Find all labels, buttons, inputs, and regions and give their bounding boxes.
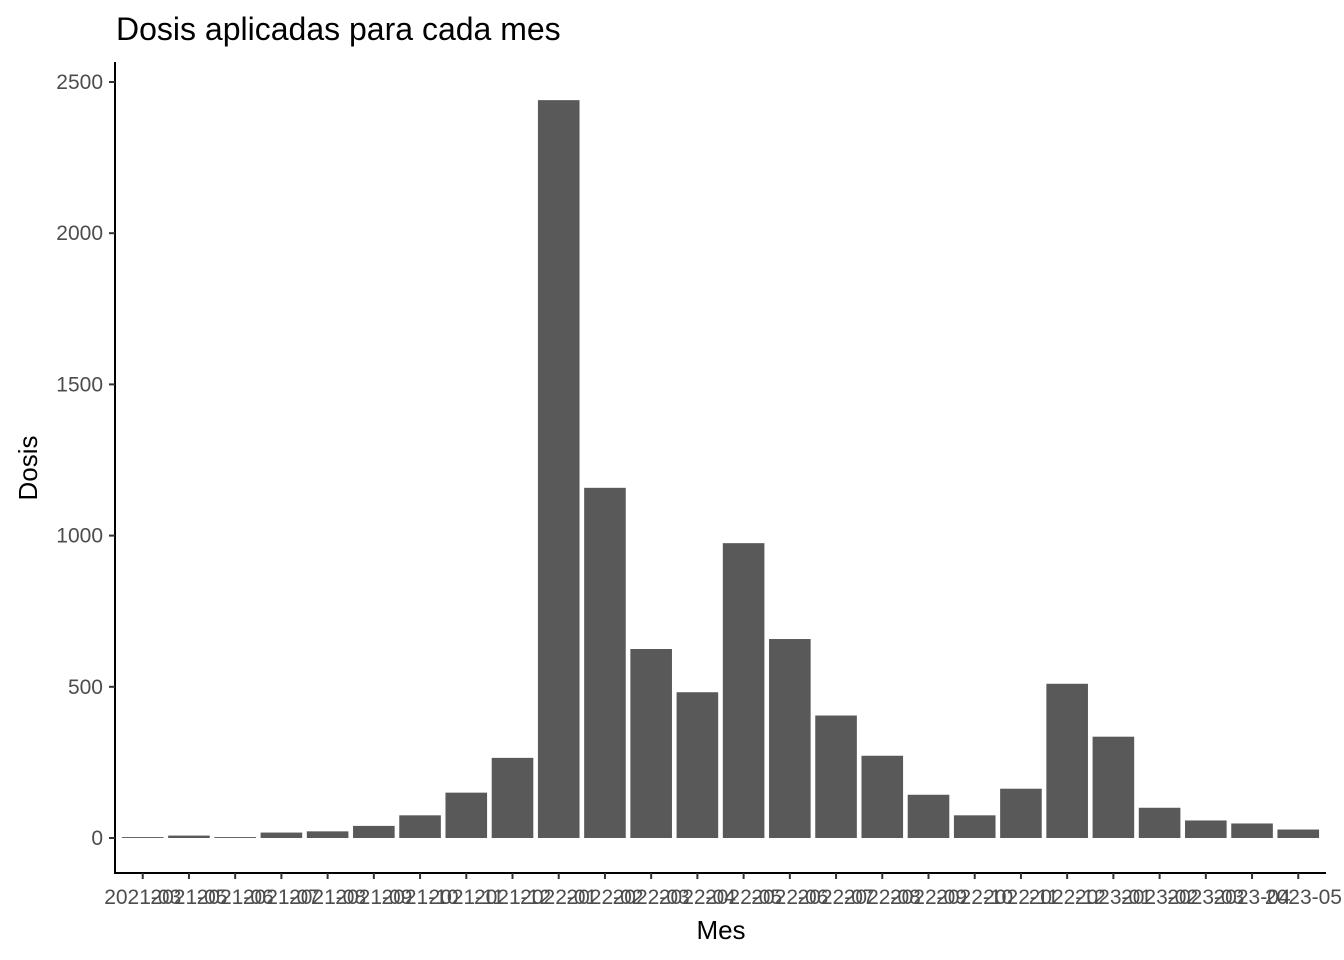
bar-2022-08 (861, 755, 904, 838)
x-tick-label: 2022-10 (936, 886, 1013, 909)
bar-2021-09 (353, 825, 395, 838)
x-tick-label: 2021-03 (104, 886, 181, 909)
bar-2023-04 (1231, 823, 1273, 838)
x-tick-label: 2022-01 (520, 886, 597, 909)
bar-2021-07 (260, 832, 303, 838)
y-tick-label: 500 (68, 676, 103, 699)
x-tick-label: 2023-02 (1121, 886, 1198, 909)
y-axis-ticks: 0 500 1000 1500 2000 2500 (56, 71, 115, 850)
x-tick-label: 2022-06 (751, 886, 828, 909)
x-tick-label: 2022-05 (705, 886, 782, 909)
x-tick-label: 2023-01 (1075, 886, 1152, 909)
x-tick-label: 2021-12 (474, 886, 551, 909)
x-tick-label: 2023-04 (1214, 886, 1291, 909)
bar-2022-06 (769, 639, 811, 838)
y-tick-label: 0 (91, 827, 103, 850)
chart-title: Dosis aplicadas para cada mes (116, 11, 561, 47)
bar-2022-03 (630, 649, 672, 838)
y-tick-label: 1000 (56, 525, 103, 548)
bar-2022-04 (676, 692, 719, 838)
bar-2022-01 (537, 100, 580, 838)
x-tick-label: 2022-11 (983, 886, 1059, 909)
x-tick-label: 2023-03 (1167, 886, 1244, 909)
x-tick-label: 2022-04 (659, 886, 736, 909)
x-tick-label: 2021-09 (335, 886, 412, 909)
x-axis-title: Mes (696, 915, 745, 945)
bar-2021-10 (399, 815, 441, 838)
bar-2022-12 (1046, 683, 1088, 838)
bar-2021-06 (214, 837, 256, 838)
x-tick-label: 2021-11 (429, 886, 505, 909)
bar-2021-11 (445, 792, 488, 838)
y-tick-label: 1500 (56, 373, 103, 396)
bar-2022-11 (1000, 788, 1042, 838)
bar-2021-03 (121, 837, 164, 838)
x-tick-label: 2021-06 (197, 886, 274, 909)
x-axis-ticks: 2021-032021-052021-062021-072021-082021-… (104, 873, 1342, 909)
bar-2021-08 (306, 831, 349, 838)
bar-2023-03 (1185, 820, 1227, 838)
bar-2022-02 (584, 487, 626, 838)
x-tick-label: 2021-10 (382, 886, 459, 909)
x-tick-label: 2022-03 (613, 886, 690, 909)
y-tick-label: 2000 (56, 222, 103, 245)
bar-2022-07 (815, 715, 857, 838)
x-tick-label: 2022-02 (566, 886, 643, 909)
x-tick-label: 2022-08 (844, 886, 921, 909)
bar-2021-05 (168, 835, 210, 838)
x-tick-label: 2021-07 (243, 886, 320, 909)
x-tick-label: 2022-09 (890, 886, 967, 909)
bar-2021-12 (491, 757, 534, 838)
y-axis-title: Dosis (13, 435, 43, 500)
bar-2022-10 (953, 815, 996, 838)
x-tick-label: 2022-07 (798, 886, 875, 909)
bar-2023-02 (1138, 807, 1181, 838)
x-tick-label: 2022-12 (1029, 886, 1106, 909)
bar-2023-01 (1092, 736, 1135, 838)
y-tick-label: 2500 (56, 71, 103, 94)
bar-2023-05 (1277, 829, 1320, 838)
x-tick-label: 2021-08 (289, 886, 366, 909)
x-tick-label: 2021-05 (150, 886, 227, 909)
bar-2022-09 (907, 794, 950, 838)
bars-group (121, 100, 1320, 838)
x-tick-label: 2023-05 (1265, 886, 1342, 909)
bar-2022-05 (722, 543, 765, 838)
